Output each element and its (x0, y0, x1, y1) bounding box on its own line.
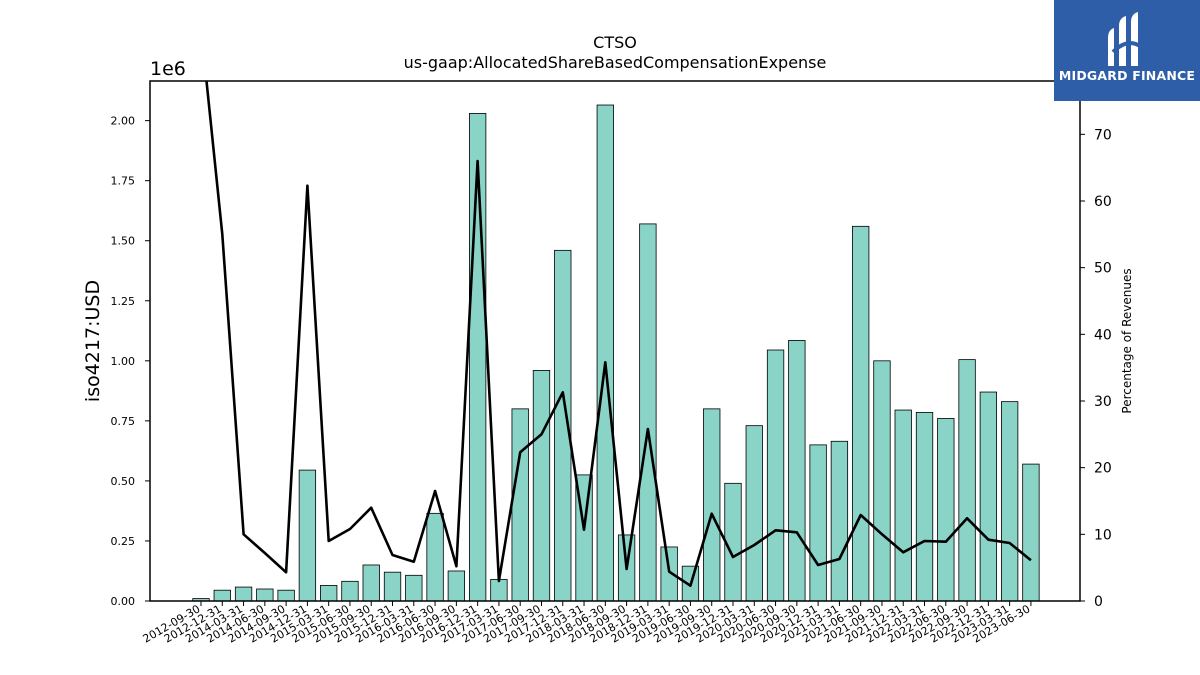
y-tick-label: 1.00 (111, 355, 136, 368)
revenue-percentage-line (205, 81, 1032, 588)
midgard-logo-icon (1108, 12, 1142, 66)
y-tick-label: 1.50 (111, 235, 136, 248)
bar (809, 444, 827, 602)
bar (1022, 463, 1040, 602)
right-axis: 0 10 20 30 40 50 60 70 (1080, 127, 1112, 610)
y2-tick-label: 0 (1094, 594, 1103, 610)
brand-logo: MIDGARD FINANCE (1054, 0, 1200, 101)
bar (788, 339, 806, 602)
bar (234, 586, 253, 602)
y2-tick-label: 10 (1094, 527, 1112, 543)
bar (213, 589, 231, 602)
bar (277, 589, 295, 602)
y2-tick-label: 40 (1094, 327, 1112, 343)
chart-subtitle: us-gaap:AllocatedShareBasedCompensationE… (404, 53, 827, 72)
bar (766, 349, 785, 602)
logo-text: MIDGARD FINANCE (1058, 68, 1196, 83)
bar (958, 359, 976, 602)
y2-tick-label: 70 (1094, 127, 1112, 143)
y-tick-label: 2.00 (111, 115, 136, 128)
y2-axis-label: Percentage of Revenues (1120, 268, 1134, 413)
chart-title: CTSO (593, 33, 637, 52)
bar (596, 104, 614, 602)
y-tick-label: 0.00 (111, 595, 136, 608)
bar-series (192, 104, 1040, 602)
bar (830, 440, 849, 602)
bar (447, 570, 466, 602)
left-axis: 0.00 0.25 0.50 0.75 1.00 1.25 1.50 1.75 2.00 (111, 115, 150, 608)
y2-tick-label: 60 (1094, 194, 1112, 210)
bar (532, 370, 551, 602)
y-axis-label: iso4217:USD (82, 280, 104, 402)
bar (979, 391, 998, 602)
y-tick-label: 1.75 (111, 175, 136, 188)
bar (405, 574, 423, 602)
bar (362, 564, 380, 602)
y2-tick-label: 30 (1094, 394, 1112, 410)
y-offset-label: 1e6 (150, 58, 186, 80)
y2-tick-label: 50 (1094, 261, 1112, 277)
bar (341, 580, 359, 602)
bar (745, 425, 763, 602)
bar (915, 412, 934, 602)
bar (320, 584, 338, 602)
plot-frame (149, 80, 1081, 602)
y-tick-label: 0.75 (111, 415, 136, 428)
x-axis: 2012-09-302012-12-312014-03-312014-06-30… (141, 601, 1032, 646)
bar (894, 409, 912, 602)
bar (937, 418, 955, 602)
bar (383, 571, 402, 602)
bar (256, 588, 274, 602)
bar (703, 408, 721, 602)
bar (852, 225, 870, 602)
bar (873, 360, 891, 602)
bar (490, 578, 508, 602)
y2-tick-label: 20 (1094, 461, 1112, 477)
bar (511, 408, 529, 602)
y-tick-label: 0.50 (111, 475, 136, 488)
bar (298, 469, 317, 602)
line-series (205, 81, 1032, 588)
bar (724, 482, 742, 602)
bar (1000, 401, 1019, 602)
y-tick-label: 1.25 (111, 295, 136, 308)
y-tick-label: 0.25 (111, 535, 136, 548)
bar (426, 512, 444, 602)
bar (639, 223, 657, 602)
